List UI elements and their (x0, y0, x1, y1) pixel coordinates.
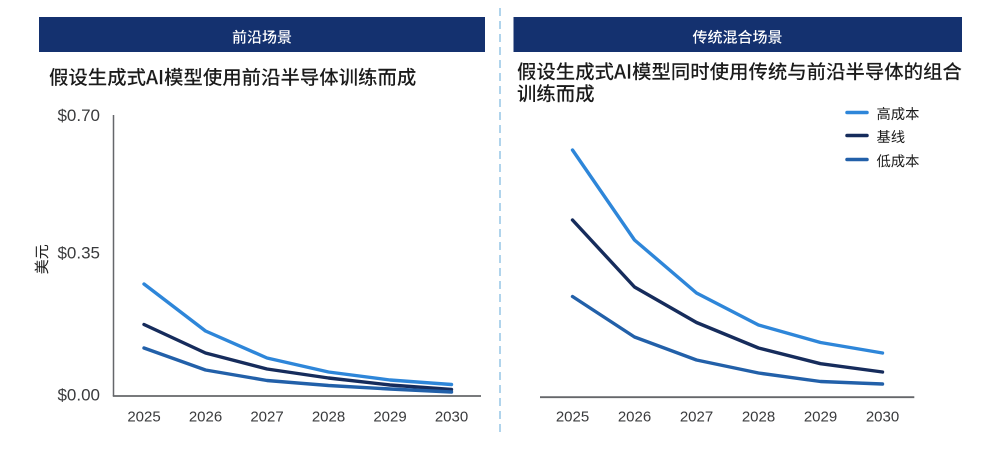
svg-text:2025: 2025 (556, 409, 589, 426)
svg-text:2029: 2029 (373, 409, 406, 426)
svg-text:$0.00: $0.00 (57, 386, 100, 405)
svg-text:2026: 2026 (189, 409, 222, 426)
svg-text:2025: 2025 (127, 409, 160, 426)
svg-text:2030: 2030 (866, 409, 899, 426)
svg-text:2029: 2029 (804, 409, 837, 426)
svg-text:2028: 2028 (312, 409, 345, 426)
svg-text:2028: 2028 (742, 409, 775, 426)
svg-text:2030: 2030 (435, 409, 468, 426)
svg-text:2027: 2027 (680, 409, 713, 426)
svg-text:2026: 2026 (618, 409, 651, 426)
svg-text:2027: 2027 (250, 409, 283, 426)
svg-text:$0.35: $0.35 (57, 244, 100, 263)
svg-text:$0.70: $0.70 (57, 106, 100, 125)
